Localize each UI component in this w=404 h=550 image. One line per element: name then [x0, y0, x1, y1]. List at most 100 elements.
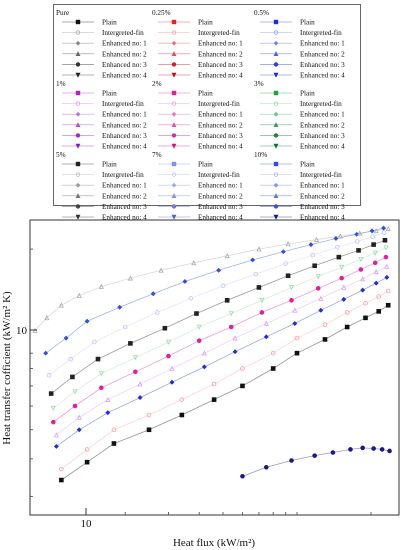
data-point [50, 405, 56, 411]
legend-group-title: 10% [254, 151, 267, 159]
legend-marker-swatch [75, 143, 81, 149]
legend-item-label: Enhanced no: 3 [300, 61, 345, 69]
legend-item-label: Plain [300, 161, 315, 169]
x-tick-label: 10 [81, 518, 93, 530]
legend-marker-swatch [75, 122, 81, 127]
legend-item-label: Enhanced no: 2 [300, 121, 345, 129]
legend-marker-swatch [75, 51, 81, 56]
legend-item-label: Enhanced no: 4 [102, 214, 147, 222]
legend-group-title: 3% [254, 80, 264, 88]
data-point [137, 395, 143, 401]
data-point [196, 338, 202, 344]
data-point [360, 276, 366, 282]
data-point [294, 350, 300, 356]
data-point [240, 473, 245, 479]
legend-item-label: Enhanced no: 1 [102, 40, 147, 48]
legend-marker-swatch [75, 193, 81, 199]
legend-marker-swatch [171, 133, 177, 138]
data-point [288, 285, 295, 291]
data-point [289, 298, 294, 303]
data-point [256, 285, 262, 290]
data-point [369, 228, 375, 234]
data-point [387, 448, 392, 454]
data-point [127, 275, 133, 281]
legend-item-label: Enhanced no: 2 [198, 192, 243, 200]
data-point [165, 339, 172, 345]
legend-marker-swatch [273, 204, 279, 209]
legend-marker-swatch [75, 72, 81, 78]
legend-marker-swatch [171, 214, 177, 220]
legend-item-label: Enhanced no: 2 [102, 121, 147, 129]
legend-item-label: Enhanced no: 3 [102, 132, 147, 140]
series-line [61, 304, 389, 481]
series-line [53, 247, 387, 409]
legend-marker-swatch [273, 193, 279, 199]
data-point [68, 356, 73, 362]
data-point [253, 271, 259, 277]
data-point [63, 335, 69, 341]
data-point [132, 355, 138, 361]
legend-item-label: Enhanced no: 4 [198, 143, 243, 151]
data-point [158, 267, 164, 273]
data-point [373, 280, 379, 286]
legend-item-label: Intergreted-fin [300, 29, 342, 37]
data-point [259, 298, 265, 304]
legend-marker-swatch [171, 193, 177, 199]
data-point [376, 309, 382, 314]
legend-item-label: Intergreted-fin [102, 100, 144, 108]
legend-marker-swatch [171, 122, 177, 127]
legend-item-label: Enhanced no: 3 [300, 132, 345, 140]
data-point [333, 235, 339, 241]
data-point [76, 292, 82, 298]
data-point [59, 466, 64, 472]
data-point [280, 249, 286, 255]
data-point [122, 324, 128, 330]
data-point [224, 252, 230, 259]
legend-item-label: Enhanced no: 4 [102, 72, 147, 80]
data-point [373, 269, 379, 275]
legend-group-title: Pure [56, 9, 69, 17]
data-point [224, 298, 230, 303]
legend-item-label: Enhanced no: 3 [198, 132, 243, 140]
data-point [371, 242, 376, 247]
legend-marker-swatch [171, 51, 177, 56]
series-line [45, 227, 384, 354]
legend-marker-swatch [171, 62, 177, 67]
legend-group-title: 2% [152, 80, 162, 88]
data-point [117, 304, 123, 310]
data-point [211, 397, 217, 402]
data-point [43, 350, 49, 356]
data-point [216, 267, 222, 273]
data-point [322, 322, 328, 327]
legend-marker-swatch [171, 111, 177, 117]
legend-item-label: Enhanced no: 2 [102, 50, 147, 58]
data-point [240, 366, 245, 371]
data-point [76, 427, 82, 433]
data-point [263, 464, 269, 470]
data-point [310, 252, 316, 258]
data-point [128, 341, 133, 346]
data-point [318, 295, 324, 301]
data-point [285, 273, 291, 279]
data-point [263, 320, 269, 326]
data-point [363, 300, 368, 306]
data-point [381, 230, 387, 235]
data-point [201, 364, 207, 370]
legend-marker-swatch [171, 204, 177, 209]
data-point [220, 283, 226, 289]
legend-item-label: Enhanced no: 1 [198, 40, 243, 48]
legend-marker-swatch [75, 40, 81, 46]
data-point [263, 334, 269, 340]
data-point [344, 310, 350, 315]
legend-marker-swatch [75, 111, 81, 117]
data-point [196, 324, 202, 330]
data-point [98, 283, 104, 289]
legend-item-label: Intergreted-fin [198, 171, 240, 179]
y-tick-label: 10 [16, 325, 28, 337]
legend-marker-swatch [171, 72, 177, 78]
data-point [191, 260, 197, 266]
data-point [259, 310, 265, 315]
legend-marker-swatch [75, 182, 81, 188]
data-point [348, 447, 353, 452]
